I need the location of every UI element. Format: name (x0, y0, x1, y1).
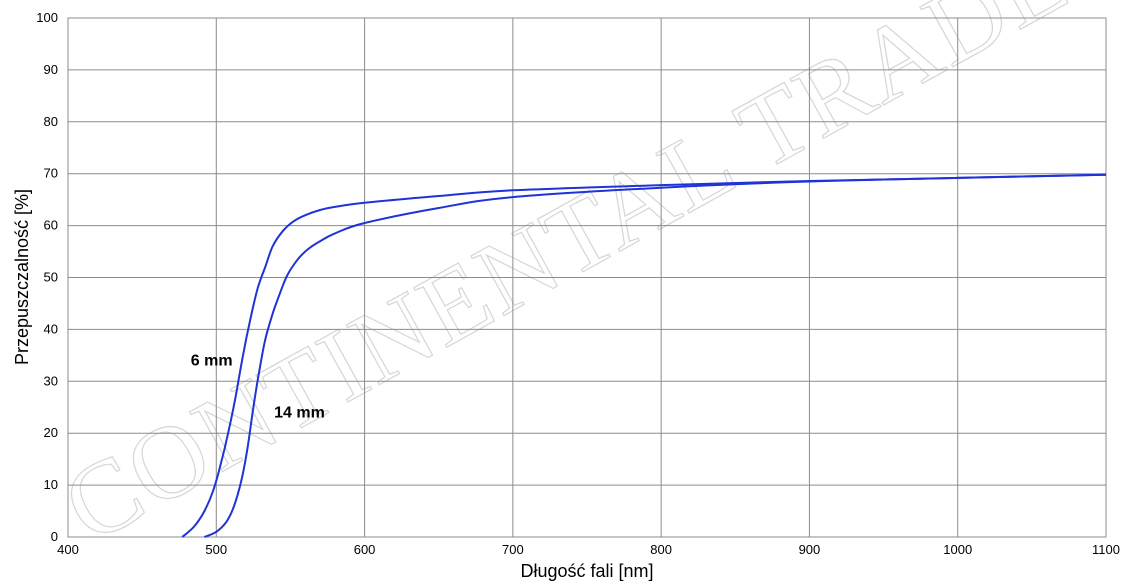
x-tick-label: 1100 (1092, 542, 1120, 557)
x-tick-label: 400 (57, 542, 79, 557)
y-tick-label: 30 (44, 373, 58, 388)
series-label: 6 mm (191, 353, 233, 370)
y-tick-label: 20 (44, 425, 58, 440)
y-tick-label: 80 (44, 114, 58, 129)
x-tick-label: 900 (799, 542, 821, 557)
y-tick-label: 50 (44, 270, 58, 285)
series-line-14mm (203, 173, 1107, 538)
x-tick-label: 500 (205, 542, 227, 557)
x-axis-title: Długość fali [nm] (520, 561, 653, 581)
watermark: CONTINENTAL TRADE (45, 0, 1087, 566)
y-tick-label: 60 (44, 218, 58, 233)
x-tick-label: 700 (502, 542, 524, 557)
x-tick-label: 800 (650, 542, 672, 557)
series-labels: 6 mm 14 mm (191, 353, 325, 422)
series-lines (181, 173, 1107, 538)
y-tick-label: 70 (44, 166, 58, 181)
x-tick-label: 1000 (943, 542, 972, 557)
series-line-6mm (181, 173, 1107, 538)
y-tick-label: 100 (36, 10, 58, 25)
series-label: 14 mm (274, 405, 325, 422)
y-tick-label: 40 (44, 321, 58, 336)
plot-frame (67, 17, 1107, 538)
y-tick-label: 10 (44, 477, 58, 492)
grid (67, 17, 1107, 538)
x-tick-label: 600 (354, 542, 376, 557)
tick-labels: 400 500 600 700 800 900 1000 1100 0 10 20 30 40 50 60 7… (36, 10, 1120, 557)
y-tick-label: 90 (44, 62, 58, 77)
watermark-text: CONTINENTAL TRADE (45, 0, 1086, 565)
y-axis-title: Przepuszczalność [%] (12, 189, 32, 365)
y-tick-label: 0 (51, 529, 58, 544)
